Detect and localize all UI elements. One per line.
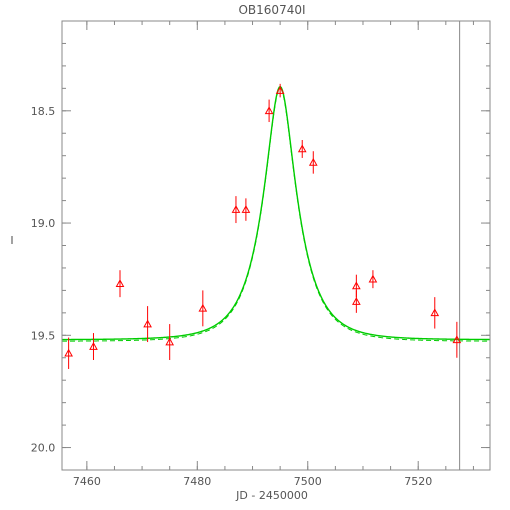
triangle-marker <box>352 297 361 305</box>
data-point <box>430 297 440 329</box>
triangle-marker <box>452 335 462 344</box>
data-point <box>308 151 318 174</box>
model-curves <box>62 21 491 470</box>
triangle-marker <box>241 205 251 213</box>
x-tick-label: 7460 <box>73 475 101 488</box>
triangle-marker <box>143 319 152 328</box>
data-point <box>231 196 241 224</box>
triangle-marker <box>264 106 274 115</box>
triangle-marker <box>115 279 125 287</box>
axis-ticks: 7460 7480 7500 7520 18.5 19.0 19.5 20.0 <box>31 20 490 488</box>
data-point <box>143 306 152 343</box>
data-point <box>241 198 251 221</box>
data-points <box>64 83 462 369</box>
data-point <box>89 333 98 360</box>
triangle-marker <box>89 341 98 350</box>
y-tick-label: 19.5 <box>31 329 56 342</box>
model-curve-alt <box>62 87 491 342</box>
data-point <box>198 290 208 327</box>
triangle-marker <box>297 144 307 153</box>
x-tick-label: 7480 <box>183 475 211 488</box>
data-point <box>297 139 307 158</box>
data-point <box>275 83 285 98</box>
triangle-marker <box>231 205 241 213</box>
data-point <box>264 99 274 123</box>
triangle-marker <box>430 308 440 317</box>
chart-title: OB160740I <box>238 3 305 17</box>
triangle-marker <box>64 348 73 357</box>
y-tick-label: 19.0 <box>31 217 56 230</box>
data-point <box>165 324 175 360</box>
x-axis-label: JD - 2450000 <box>235 489 308 502</box>
triangle-marker <box>165 337 175 346</box>
plot-frame <box>61 20 491 471</box>
data-point <box>64 337 73 369</box>
triangle-marker <box>368 274 378 283</box>
data-point <box>368 270 378 289</box>
y-tick-label: 20.0 <box>31 442 56 455</box>
y-tick-label: 18.5 <box>31 105 56 118</box>
triangle-marker <box>308 157 318 166</box>
data-point <box>115 270 125 298</box>
data-point <box>452 321 462 358</box>
triangle-marker <box>275 86 285 94</box>
y-axis-label: I <box>10 234 13 247</box>
data-point <box>352 290 361 313</box>
x-tick-label: 7520 <box>404 475 432 488</box>
x-tick-label: 7500 <box>294 475 322 488</box>
triangle-marker <box>198 303 208 312</box>
triangle-marker <box>352 281 361 290</box>
